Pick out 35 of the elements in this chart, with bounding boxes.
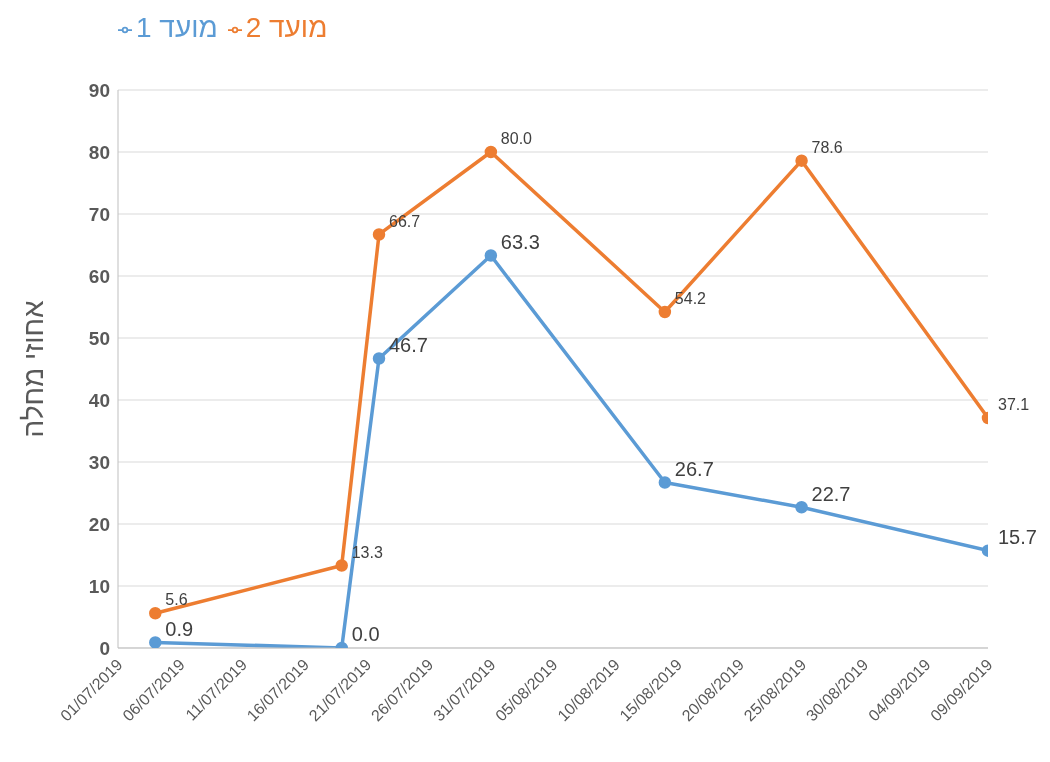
y-axis-title: אחוזי מחלה <box>17 300 49 438</box>
y-tick-label: 80 <box>88 141 110 163</box>
point <box>484 145 498 159</box>
data-label: 80.0 <box>500 130 533 148</box>
point <box>149 607 162 620</box>
data-label: 78.6 <box>811 138 843 156</box>
point <box>795 154 808 167</box>
point <box>658 476 672 489</box>
y-tick-label: 90 <box>88 79 110 101</box>
point <box>795 501 808 514</box>
y-tick-label: 20 <box>88 513 110 535</box>
point <box>484 249 498 262</box>
y-tick-label: 40 <box>88 389 110 411</box>
legend-label: מועד 1 <box>136 12 218 43</box>
data-label: 26.7 <box>674 457 714 480</box>
data-label: 54.2 <box>674 290 707 308</box>
point <box>658 305 672 319</box>
y-tick-label: 0 <box>99 637 110 659</box>
y-tick-label: 70 <box>88 203 110 225</box>
y-tick-label: 10 <box>88 575 110 597</box>
point <box>372 352 386 365</box>
data-label: 37.1 <box>998 396 1030 414</box>
point <box>149 636 162 648</box>
data-label: 63.3 <box>500 230 540 253</box>
data-label: 22.7 <box>811 482 851 505</box>
legend-label: מועד 2 <box>245 12 328 43</box>
data-label: 0.0 <box>351 623 380 646</box>
data-label: 5.6 <box>165 591 188 609</box>
point <box>335 559 348 572</box>
data-label: 0.9 <box>165 617 194 640</box>
y-tick-label: 30 <box>88 451 110 473</box>
data-label: 15.7 <box>998 525 1037 548</box>
point <box>372 228 386 241</box>
y-tick-label: 60 <box>88 265 110 287</box>
y-tick-label: 50 <box>88 327 110 349</box>
